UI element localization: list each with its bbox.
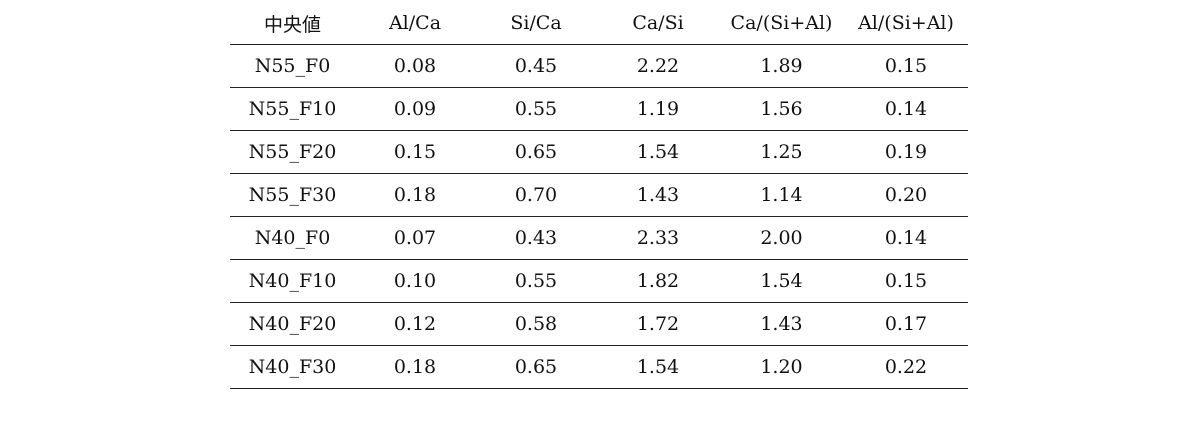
table-cell: 0.43 [475,216,597,260]
table-cell: 0.18 [355,173,475,217]
table-row: N40_F30 0.18 0.65 1.54 1.20 0.22 [230,345,968,389]
table-cell: 0.20 [844,173,968,217]
table-cell: 1.19 [597,87,719,131]
table-cell: 0.18 [355,345,475,389]
sample-label: N40_F20 [230,302,355,346]
table-cell: 0.14 [844,87,968,131]
table-cell: 0.08 [355,44,475,88]
column-header: 中央値 [230,2,355,45]
table-cell: 2.00 [719,216,844,260]
data-table-container: 中央値 Al/Ca Si/Ca Ca/Si Ca/(Si+Al) Al/(Si+… [230,2,968,389]
median-ratio-table: 中央値 Al/Ca Si/Ca Ca/Si Ca/(Si+Al) Al/(Si+… [230,2,968,389]
table-cell: 1.82 [597,259,719,303]
table-row: N55_F30 0.18 0.70 1.43 1.14 0.20 [230,173,968,217]
table-cell: 0.55 [475,87,597,131]
sample-label: N55_F30 [230,173,355,217]
table-cell: 0.65 [475,345,597,389]
table-cell: 0.15 [844,259,968,303]
table-cell: 1.25 [719,130,844,174]
table-cell: 1.43 [597,173,719,217]
table-row: N55_F0 0.08 0.45 2.22 1.89 0.15 [230,44,968,88]
table-cell: 1.43 [719,302,844,346]
column-header: Al/(Si+Al) [844,2,968,45]
sample-label: N55_F10 [230,87,355,131]
table-cell: 1.89 [719,44,844,88]
column-header: Si/Ca [475,2,597,45]
column-header: Al/Ca [355,2,475,45]
sample-label: N55_F0 [230,44,355,88]
table-cell: 0.10 [355,259,475,303]
table-cell: 1.56 [719,87,844,131]
header-row: 中央値 Al/Ca Si/Ca Ca/Si Ca/(Si+Al) Al/(Si+… [230,2,968,45]
table-cell: 0.15 [844,44,968,88]
table-cell: 2.22 [597,44,719,88]
table-cell: 0.14 [844,216,968,260]
table-cell: 0.22 [844,345,968,389]
table-header: 中央値 Al/Ca Si/Ca Ca/Si Ca/(Si+Al) Al/(Si+… [230,2,968,45]
table-row: N40_F10 0.10 0.55 1.82 1.54 0.15 [230,259,968,303]
table-cell: 1.14 [719,173,844,217]
sample-label: N40_F30 [230,345,355,389]
table-cell: 0.65 [475,130,597,174]
column-header: Ca/(Si+Al) [719,2,844,45]
table-cell: 1.72 [597,302,719,346]
table-cell: 0.55 [475,259,597,303]
table-cell: 0.19 [844,130,968,174]
table-body: N55_F0 0.08 0.45 2.22 1.89 0.15 N55_F10 … [230,44,968,389]
table-row: N55_F20 0.15 0.65 1.54 1.25 0.19 [230,130,968,174]
table-cell: 1.54 [597,345,719,389]
table-cell: 1.20 [719,345,844,389]
table-cell: 0.17 [844,302,968,346]
table-cell: 0.07 [355,216,475,260]
sample-label: N40_F10 [230,259,355,303]
column-header: Ca/Si [597,2,719,45]
sample-label: N55_F20 [230,130,355,174]
table-cell: 0.15 [355,130,475,174]
table-cell: 1.54 [597,130,719,174]
table-cell: 0.09 [355,87,475,131]
table-cell: 0.45 [475,44,597,88]
table-row: N40_F20 0.12 0.58 1.72 1.43 0.17 [230,302,968,346]
table-cell: 1.54 [719,259,844,303]
sample-label: N40_F0 [230,216,355,260]
table-cell: 0.70 [475,173,597,217]
table-row: N55_F10 0.09 0.55 1.19 1.56 0.14 [230,87,968,131]
table-cell: 0.58 [475,302,597,346]
table-row: N40_F0 0.07 0.43 2.33 2.00 0.14 [230,216,968,260]
table-cell: 2.33 [597,216,719,260]
table-cell: 0.12 [355,302,475,346]
